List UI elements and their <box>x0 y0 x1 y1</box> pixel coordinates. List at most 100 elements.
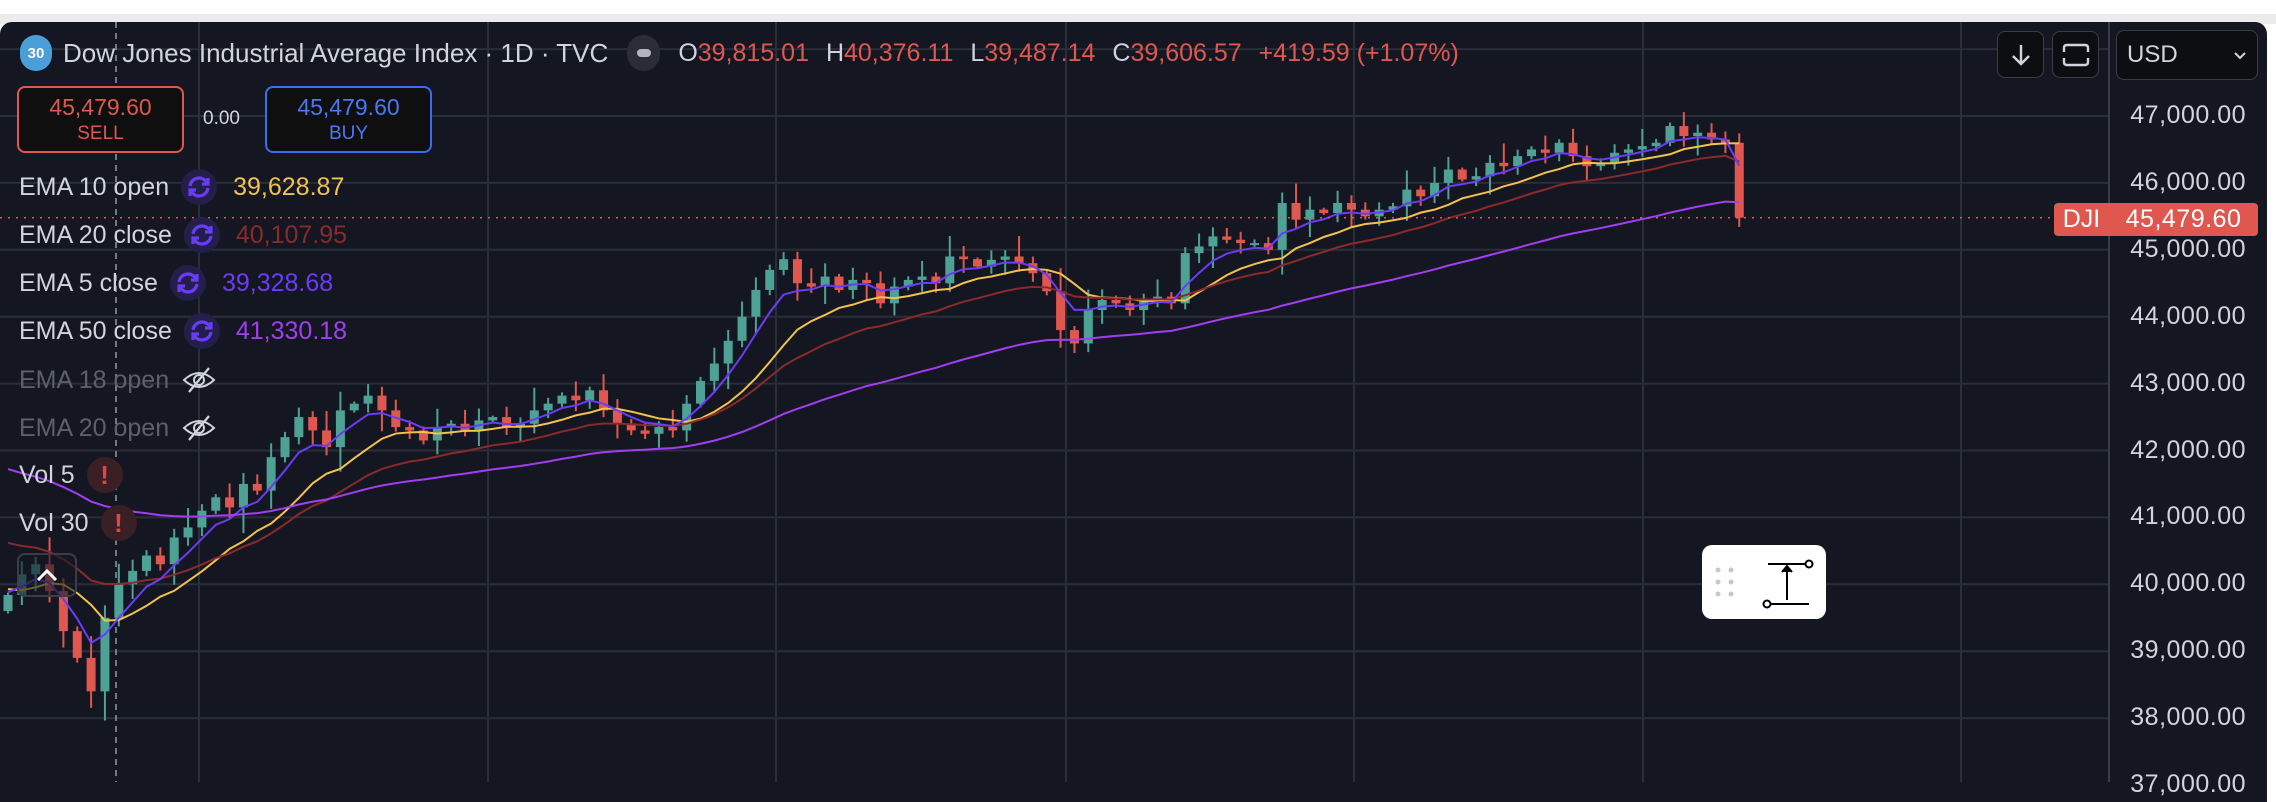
candle-body <box>696 380 705 404</box>
candle-body <box>335 410 345 448</box>
candle-body <box>1319 209 1329 214</box>
candle-body <box>86 657 96 692</box>
candle <box>599 374 609 418</box>
candlestick-chart[interactable] <box>0 0 2276 782</box>
fullscreen-button[interactable] <box>2052 31 2099 78</box>
ema-line <box>7 154 1740 586</box>
candle-body <box>1693 132 1703 137</box>
candle-body <box>709 363 719 381</box>
drag-handle-icon[interactable] <box>1715 567 1734 597</box>
eye-off-icon[interactable] <box>181 410 217 446</box>
measure-tool-widget[interactable] <box>1702 545 1826 619</box>
legend-item[interactable]: Vol 30! <box>19 503 137 543</box>
candle-body <box>1305 209 1315 220</box>
candle <box>668 409 678 438</box>
candle-body <box>1513 156 1523 167</box>
price-axis-label: 44,000.00 <box>2130 301 2246 330</box>
candle <box>1222 227 1232 244</box>
candle-body <box>834 276 844 290</box>
candle-body <box>308 417 318 431</box>
alert-icon[interactable]: ! <box>100 505 137 541</box>
alert-icon[interactable]: ! <box>86 457 123 493</box>
legend-item[interactable]: EMA 5 close 39,328.68 <box>19 263 333 303</box>
candle-body <box>959 256 969 260</box>
close-value: 39,606.57 <box>1130 38 1242 67</box>
candle <box>903 276 913 291</box>
candle <box>1457 167 1467 182</box>
candle-body <box>197 510 207 528</box>
chart-title[interactable]: Dow Jones Industrial Average Index · 1D … <box>63 37 609 68</box>
open-value: 39,815.01 <box>697 38 809 67</box>
high-label: H <box>825 38 844 67</box>
sell-label: SELL <box>77 123 124 144</box>
legend-value: 39,328.68 <box>221 268 334 297</box>
candle <box>1679 112 1689 147</box>
candle <box>419 426 428 445</box>
window-top-band <box>0 14 2276 24</box>
legend-label: EMA 50 close <box>19 316 172 345</box>
candle <box>391 399 401 432</box>
candle-body <box>543 403 553 411</box>
legend-value: 39,628.87 <box>233 172 345 201</box>
buy-button[interactable]: 45,479.60 BUY <box>265 86 432 153</box>
sell-button[interactable]: 45,479.60 SELL <box>17 86 184 153</box>
candle-body <box>682 403 692 431</box>
legend-label: Vol 5 <box>19 460 75 489</box>
legend-item[interactable]: EMA 20 close 40,107.95 <box>19 215 347 255</box>
legend-label: Vol 30 <box>19 508 89 537</box>
open-label: O <box>678 38 698 67</box>
candle <box>1734 133 1744 228</box>
candle-body <box>1485 162 1495 177</box>
scroll-to-latest-button[interactable] <box>1997 31 2044 78</box>
candle <box>266 443 276 509</box>
candle <box>238 473 248 534</box>
candle-body <box>58 590 68 632</box>
candle <box>1568 128 1578 163</box>
candle-body <box>515 423 525 428</box>
high-value: 40,376.11 <box>844 38 954 67</box>
candle-body <box>266 457 276 491</box>
last-price-tag: 45,479.60 <box>2109 203 2258 236</box>
candle-body <box>751 289 761 317</box>
eye-off-icon[interactable] <box>181 362 217 398</box>
candle <box>1416 185 1426 206</box>
collapse-legend-button[interactable] <box>17 553 77 597</box>
candle <box>1056 268 1066 348</box>
price-range-icon[interactable] <box>1762 559 1814 609</box>
legend-item[interactable]: EMA 18 open <box>19 360 217 400</box>
legend-item[interactable]: EMA 20 open <box>19 408 217 448</box>
candle-body <box>1527 149 1536 157</box>
candle-body <box>1291 202 1301 220</box>
candle <box>779 252 789 276</box>
candle-body <box>72 631 82 658</box>
candle <box>917 260 927 292</box>
candle <box>225 483 235 518</box>
candle-body <box>1443 169 1453 183</box>
candle <box>1707 123 1717 144</box>
legend-item[interactable]: EMA 10 open 39,628.87 <box>19 167 344 207</box>
symbol-badge[interactable]: 30 <box>20 35 52 71</box>
candle-body <box>1208 236 1218 247</box>
legend-item[interactable]: EMA 50 close 41,330.18 <box>19 311 347 351</box>
candle <box>557 392 567 407</box>
candle-body <box>1582 156 1592 167</box>
candle-body <box>1236 239 1246 244</box>
candle-body <box>1596 162 1606 167</box>
candle-body <box>446 423 456 428</box>
low-value: 39,487.14 <box>984 38 1096 67</box>
spread-value: 0.00 <box>203 108 240 129</box>
sync-icon[interactable] <box>169 265 206 301</box>
sync-icon[interactable] <box>183 217 220 253</box>
candle-body <box>155 555 165 565</box>
currency-select[interactable]: USD <box>2116 30 2258 80</box>
candle <box>211 494 221 514</box>
legend-item[interactable]: Vol 5! <box>19 455 123 495</box>
candle-body <box>1250 243 1259 246</box>
candle <box>474 408 484 447</box>
market-status-button[interactable] <box>627 35 661 71</box>
candle <box>1305 196 1315 238</box>
sync-icon[interactable] <box>181 169 218 205</box>
candle-body <box>128 570 138 585</box>
sync-icon[interactable] <box>183 313 220 349</box>
candle <box>432 408 442 455</box>
